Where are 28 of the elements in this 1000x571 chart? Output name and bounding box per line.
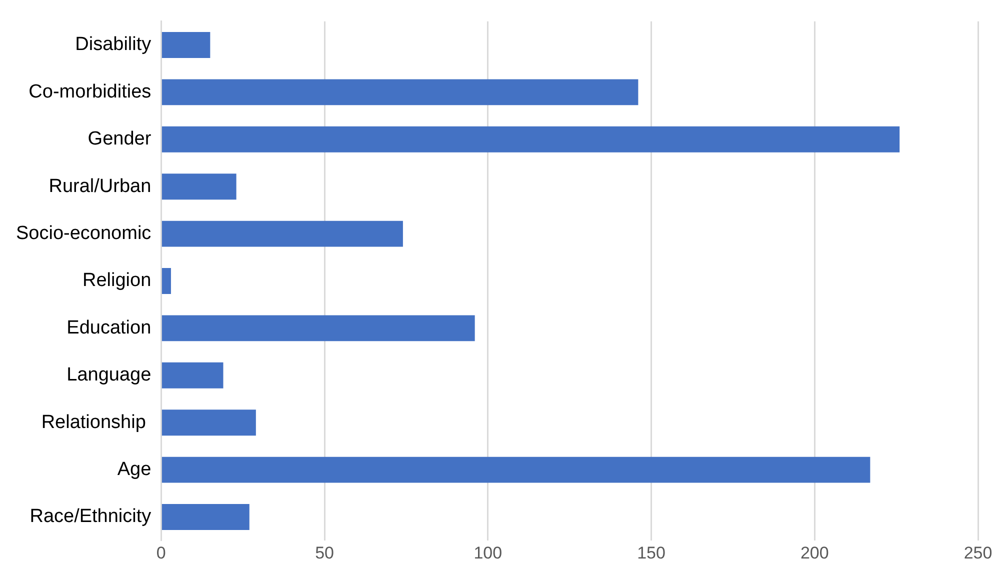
x-tick-label: 250 xyxy=(964,543,992,562)
bar xyxy=(162,315,475,342)
y-tick-label: Language xyxy=(66,364,152,386)
bar xyxy=(162,410,256,436)
bar xyxy=(162,504,250,530)
y-tick-label: Rural/Urban xyxy=(48,176,152,197)
y-tick-label: Socio-economic xyxy=(16,223,152,244)
bar xyxy=(162,32,210,58)
x-tick-label: 150 xyxy=(637,543,666,562)
y-tick-label: Disability xyxy=(75,34,152,56)
x-tick-label: 200 xyxy=(800,543,829,562)
y-tick-label: Age xyxy=(117,459,152,480)
x-tick-label: 100 xyxy=(474,543,502,562)
bar xyxy=(162,456,870,483)
bar xyxy=(162,220,403,247)
y-tick-label: Gender xyxy=(88,128,152,150)
x-tick-label: 50 xyxy=(315,543,334,562)
y-tick-label: Relationship xyxy=(41,412,152,433)
bar xyxy=(162,362,224,388)
y-tick-label: Religion xyxy=(82,270,152,292)
bar xyxy=(162,174,236,200)
bar xyxy=(162,268,171,294)
y-tick-label: Co-morbidities xyxy=(28,81,152,102)
bar xyxy=(162,79,638,106)
y-tick-label: Education xyxy=(66,317,152,338)
y-tick-label: Race/Ethnicity xyxy=(30,506,152,528)
x-tick-label: 0 xyxy=(156,543,166,562)
bar xyxy=(162,126,900,152)
